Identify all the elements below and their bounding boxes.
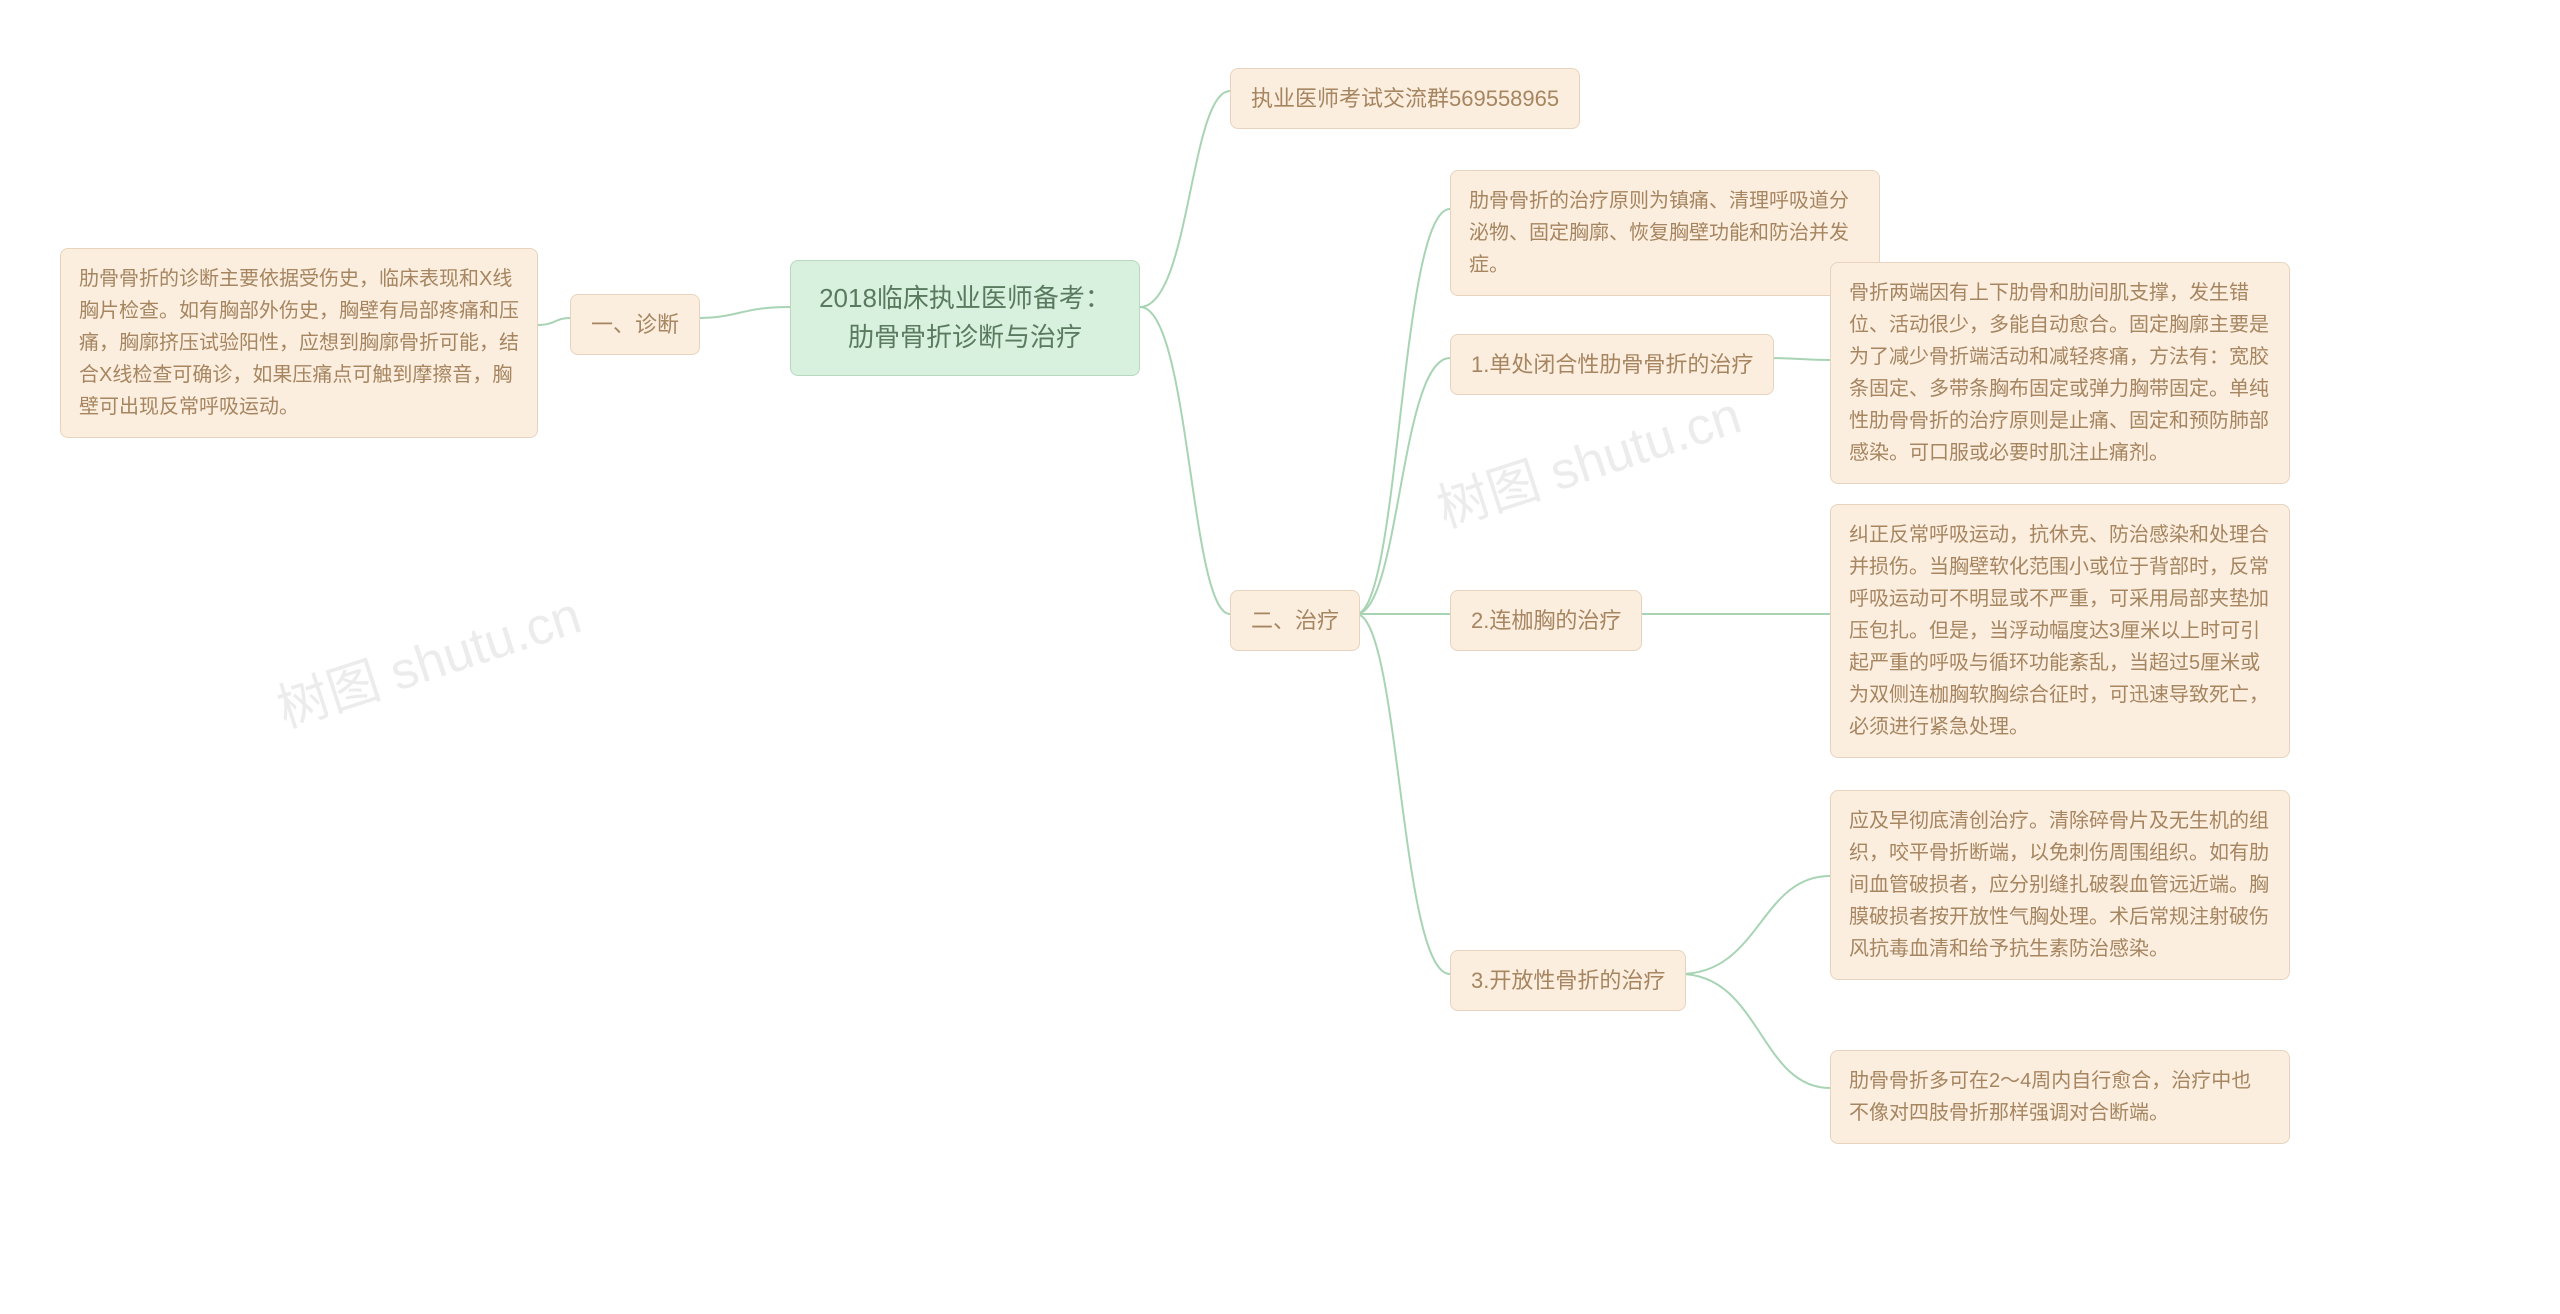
- root-node[interactable]: 2018临床执业医师备考： 肋骨骨折诊断与治疗: [790, 260, 1140, 376]
- treatment-label-text: 二、治疗: [1251, 608, 1339, 633]
- diagnosis-label-text: 一、诊断: [591, 312, 679, 337]
- t1-label[interactable]: 1.单处闭合性肋骨骨折的治疗: [1450, 334, 1774, 395]
- diagnosis-label[interactable]: 一、诊断: [570, 294, 700, 355]
- t1-label-text: 1.单处闭合性肋骨骨折的治疗: [1471, 352, 1753, 377]
- root-line1: 2018临床执业医师备考：: [819, 283, 1111, 313]
- diagnosis-leaf[interactable]: 肋骨骨折的诊断主要依据受伤史，临床表现和X线胸片检查。如有胸部外伤史，胸壁有局部…: [60, 248, 538, 438]
- treatment-principle-text: 肋骨骨折的治疗原则为镇痛、清理呼吸道分泌物、固定胸廓、恢复胸壁功能和防治并发症。: [1469, 190, 1849, 276]
- t3-label[interactable]: 3.开放性骨折的治疗: [1450, 950, 1686, 1011]
- watermark: 树图 shutu.cn: [266, 573, 589, 742]
- t3-leaf1-text: 应及早彻底清创治疗。清除碎骨片及无生机的组织，咬平骨折断端，以免刺伤周围组织。如…: [1849, 810, 2269, 960]
- root-line2: 肋骨骨折诊断与治疗: [848, 322, 1082, 352]
- t3-leaf1[interactable]: 应及早彻底清创治疗。清除碎骨片及无生机的组织，咬平骨折断端，以免刺伤周围组织。如…: [1830, 790, 2290, 980]
- t3-leaf2-text: 肋骨骨折多可在2～4周内自行愈合，治疗中也不像对四肢骨折那样强调对合断端。: [1849, 1070, 2251, 1124]
- group-label-text: 执业医师考试交流群569558965: [1251, 86, 1559, 111]
- t3-leaf2[interactable]: 肋骨骨折多可在2～4周内自行愈合，治疗中也不像对四肢骨折那样强调对合断端。: [1830, 1050, 2290, 1144]
- treatment-principle[interactable]: 肋骨骨折的治疗原则为镇痛、清理呼吸道分泌物、固定胸廓、恢复胸壁功能和防治并发症。: [1450, 170, 1880, 296]
- t2-leaf-text: 纠正反常呼吸运动，抗休克、防治感染和处理合并损伤。当胸壁软化范围小或位于背部时，…: [1849, 524, 2269, 738]
- t2-label[interactable]: 2.连枷胸的治疗: [1450, 590, 1642, 651]
- group-label[interactable]: 执业医师考试交流群569558965: [1230, 68, 1580, 129]
- diagnosis-leaf-text: 肋骨骨折的诊断主要依据受伤史，临床表现和X线胸片检查。如有胸部外伤史，胸壁有局部…: [79, 268, 519, 418]
- treatment-label[interactable]: 二、治疗: [1230, 590, 1360, 651]
- watermark: 树图 shutu.cn: [1426, 373, 1749, 542]
- t1-leaf[interactable]: 骨折两端因有上下肋骨和肋间肌支撑，发生错位、活动很少，多能自动愈合。固定胸廓主要…: [1830, 262, 2290, 484]
- t2-leaf[interactable]: 纠正反常呼吸运动，抗休克、防治感染和处理合并损伤。当胸壁软化范围小或位于背部时，…: [1830, 504, 2290, 758]
- t1-leaf-text: 骨折两端因有上下肋骨和肋间肌支撑，发生错位、活动很少，多能自动愈合。固定胸廓主要…: [1849, 282, 2269, 464]
- t2-label-text: 2.连枷胸的治疗: [1471, 608, 1621, 633]
- t3-label-text: 3.开放性骨折的治疗: [1471, 968, 1665, 993]
